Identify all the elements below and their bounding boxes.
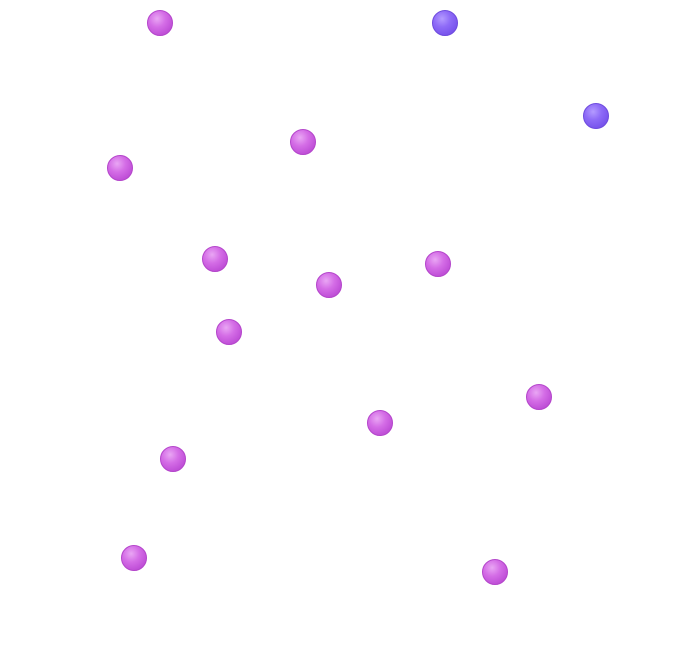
purple-ball[interactable] (160, 446, 186, 472)
purple-ball[interactable] (425, 251, 451, 277)
purple-ball[interactable] (526, 384, 552, 410)
purple-ball[interactable] (316, 272, 342, 298)
purple-ball[interactable] (121, 545, 147, 571)
purple-ball[interactable] (202, 246, 228, 272)
purple-ball[interactable] (147, 10, 173, 36)
purple-ball[interactable] (216, 319, 242, 345)
purple-ball[interactable] (107, 155, 133, 181)
violet-ball[interactable] (432, 10, 458, 36)
purple-ball[interactable] (290, 129, 316, 155)
purple-ball[interactable] (367, 410, 393, 436)
purple-ball[interactable] (482, 559, 508, 585)
violet-ball[interactable] (583, 103, 609, 129)
